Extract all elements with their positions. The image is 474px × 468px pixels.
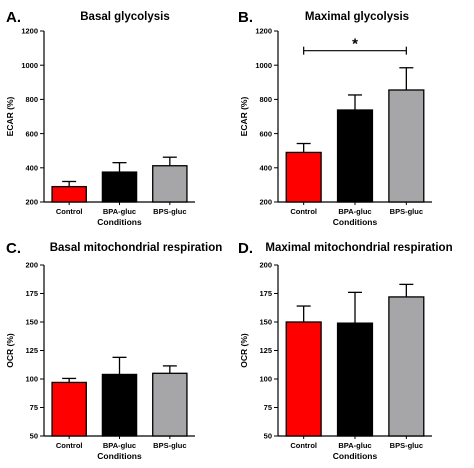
panel-a-y-tick-label: 800 <box>25 95 38 104</box>
panel-c-y-tick-label: 175 <box>25 289 38 298</box>
panel-b-y-tick-label: 800 <box>259 95 272 104</box>
panel-d-y-tick-label: 200 <box>259 261 272 270</box>
panel-a-bar-control <box>51 185 87 203</box>
panel-b-y-label: ECAR (%) <box>239 97 249 137</box>
panel-a-y-label: ECAR (%) <box>5 97 15 137</box>
panel-c-y-tick-label: 150 <box>25 318 38 327</box>
panel-c-y-label: OCR (%) <box>5 333 15 368</box>
panel-b-bar-control <box>285 151 322 203</box>
panel-c-y-tick-label: 200 <box>25 261 38 270</box>
panel-a-x-tick-label-control: Control <box>56 207 83 216</box>
panel-b-x-tick-label-control: Control <box>290 207 317 216</box>
panel-c-x-tick-label-bpa-gluc: BPA-gluc <box>103 441 136 450</box>
panel-c-x-tick-label-control: Control <box>56 441 83 450</box>
panel-b-x-tick-label-bps-gluc: BPS-gluc <box>390 207 423 216</box>
panel-d-x-label: Conditions <box>333 451 378 461</box>
panel-c-y-tick-label: 100 <box>25 375 38 384</box>
panel-a-y-tick-label: 600 <box>25 129 38 138</box>
panel-b-y-tick-label: 600 <box>259 129 272 138</box>
panel-d-bar-bps-gluc <box>388 296 425 437</box>
panel-b-bar-bpa-gluc <box>336 109 374 203</box>
panel-b-y-tick-label: 400 <box>259 164 272 173</box>
panel-a-y-tick-label: 1000 <box>21 61 38 70</box>
panel-b: B. Maximal glycolysis 200 400 600 800 1000 1200… <box>238 9 432 227</box>
panel-a-bar-bps-gluc <box>152 165 188 203</box>
panel-d-letter: D. <box>238 240 253 257</box>
panel-a-y-tick-label: 1200 <box>21 27 38 36</box>
panel-b-y-tick-label: 1000 <box>255 61 272 70</box>
panel-a: A. Basal glycolysis 200 400 600 800 1000 1200 EC… <box>5 9 195 227</box>
panel-b-significance-label: * <box>352 36 358 53</box>
panel-d-y-tick-label: 150 <box>259 318 272 327</box>
panel-c-title: Basal mitochondrial respiration <box>50 242 223 254</box>
panel-d-y-tick-label: 50 <box>264 432 272 441</box>
panel-b-y-tick-label: 200 <box>259 198 272 207</box>
panel-d-y-tick-label: 100 <box>259 375 272 384</box>
panel-a-y-tick-label: 400 <box>25 164 38 173</box>
panel-c-y-tick-label: 50 <box>30 432 38 441</box>
panel-b-x-label: Conditions <box>333 217 378 227</box>
panel-c-y-tick-label: 75 <box>30 403 38 412</box>
panel-d-x-tick-label-bps-gluc: BPS-gluc <box>390 441 423 450</box>
panel-d-y-tick-label: 125 <box>259 346 272 355</box>
panel-c-x-label: Conditions <box>97 451 142 461</box>
panel-c-bar-bps-gluc <box>152 372 188 437</box>
panel-d-y-tick-label: 175 <box>259 289 272 298</box>
panel-d-x-tick-label-bpa-gluc: BPA-gluc <box>338 441 371 450</box>
panel-b-y-tick-label: 1200 <box>255 27 272 36</box>
panel-b-x-tick-label-bpa-gluc: BPA-gluc <box>338 207 371 216</box>
panel-b-bar-bps-gluc <box>388 89 425 203</box>
panel-c-letter: C. <box>6 240 21 257</box>
panel-c-x-tick-label-bps-gluc: BPS-gluc <box>153 441 186 450</box>
panel-d: D. Maximal mitochondrial respiration 50 75 1… <box>238 240 453 461</box>
panel-d-title: Maximal mitochondrial respiration <box>265 242 452 254</box>
panel-d-y-label: OCR (%) <box>239 333 249 368</box>
panel-a-bar-bpa-gluc <box>101 171 138 203</box>
panel-c-bar-control <box>51 381 87 437</box>
panel-d-bar-control <box>285 321 322 437</box>
panel-b-letter: B. <box>238 9 253 26</box>
panel-c-bar-bpa-gluc <box>101 373 138 437</box>
panel-a-x-tick-label-bpa-gluc: BPA-gluc <box>103 207 136 216</box>
panel-a-title: Basal glycolysis <box>80 11 170 23</box>
panel-a-x-tick-label-bps-gluc: BPS-gluc <box>153 207 186 216</box>
panel-c: C. Basal mitochondrial respiration 50 75 100… <box>5 240 222 461</box>
panel-a-x-label: Conditions <box>97 217 142 227</box>
panel-d-y-tick-label: 75 <box>264 403 272 412</box>
panel-a-y-tick-label: 200 <box>25 198 38 207</box>
panel-d-bar-bpa-gluc <box>336 322 374 437</box>
panel-a-letter: A. <box>6 9 21 26</box>
panel-b-title: Maximal glycolysis <box>305 11 409 23</box>
panel-d-x-tick-label-control: Control <box>290 441 317 450</box>
panel-c-y-tick-label: 125 <box>25 346 38 355</box>
